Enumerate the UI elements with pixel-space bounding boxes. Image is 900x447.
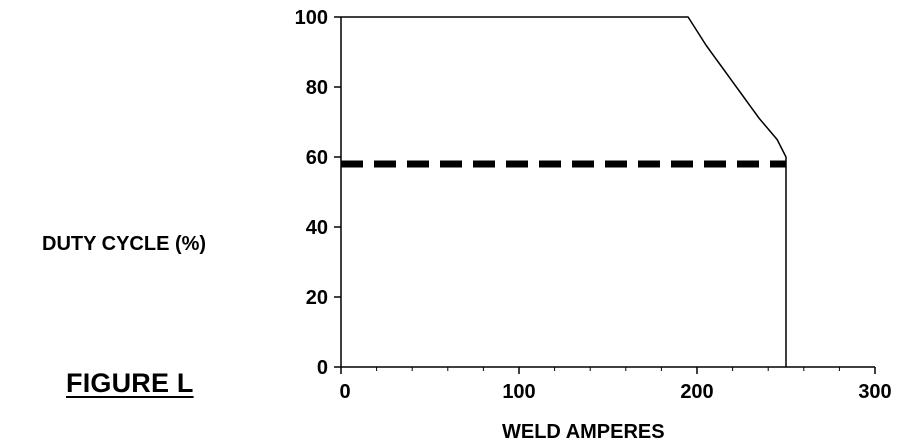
y-axis-label: DUTY CYCLE (%) (42, 233, 207, 255)
axes (334, 16, 876, 374)
y-tick-label: 80 (306, 77, 328, 99)
x-tick-label: 300 (858, 381, 891, 403)
x-tick-label: 100 (502, 381, 535, 403)
x-axis-label: WELD AMPERES (502, 421, 665, 443)
duty-cycle-curve (341, 16, 787, 367)
y-tick-label: 20 (306, 287, 328, 309)
y-tick-label: 100 (295, 7, 328, 29)
x-tick-label: 200 (680, 381, 713, 403)
figure-label: FIGURE L (66, 368, 194, 398)
y-tick-label: 60 (306, 147, 328, 169)
tick-labels: 0 20 40 60 80 100 0 100 200 300 (295, 7, 892, 403)
x-tick-label: 0 (339, 381, 350, 403)
series-layer (341, 16, 787, 367)
y-tick-label: 40 (306, 217, 328, 239)
y-tick-label: 0 (317, 357, 328, 379)
